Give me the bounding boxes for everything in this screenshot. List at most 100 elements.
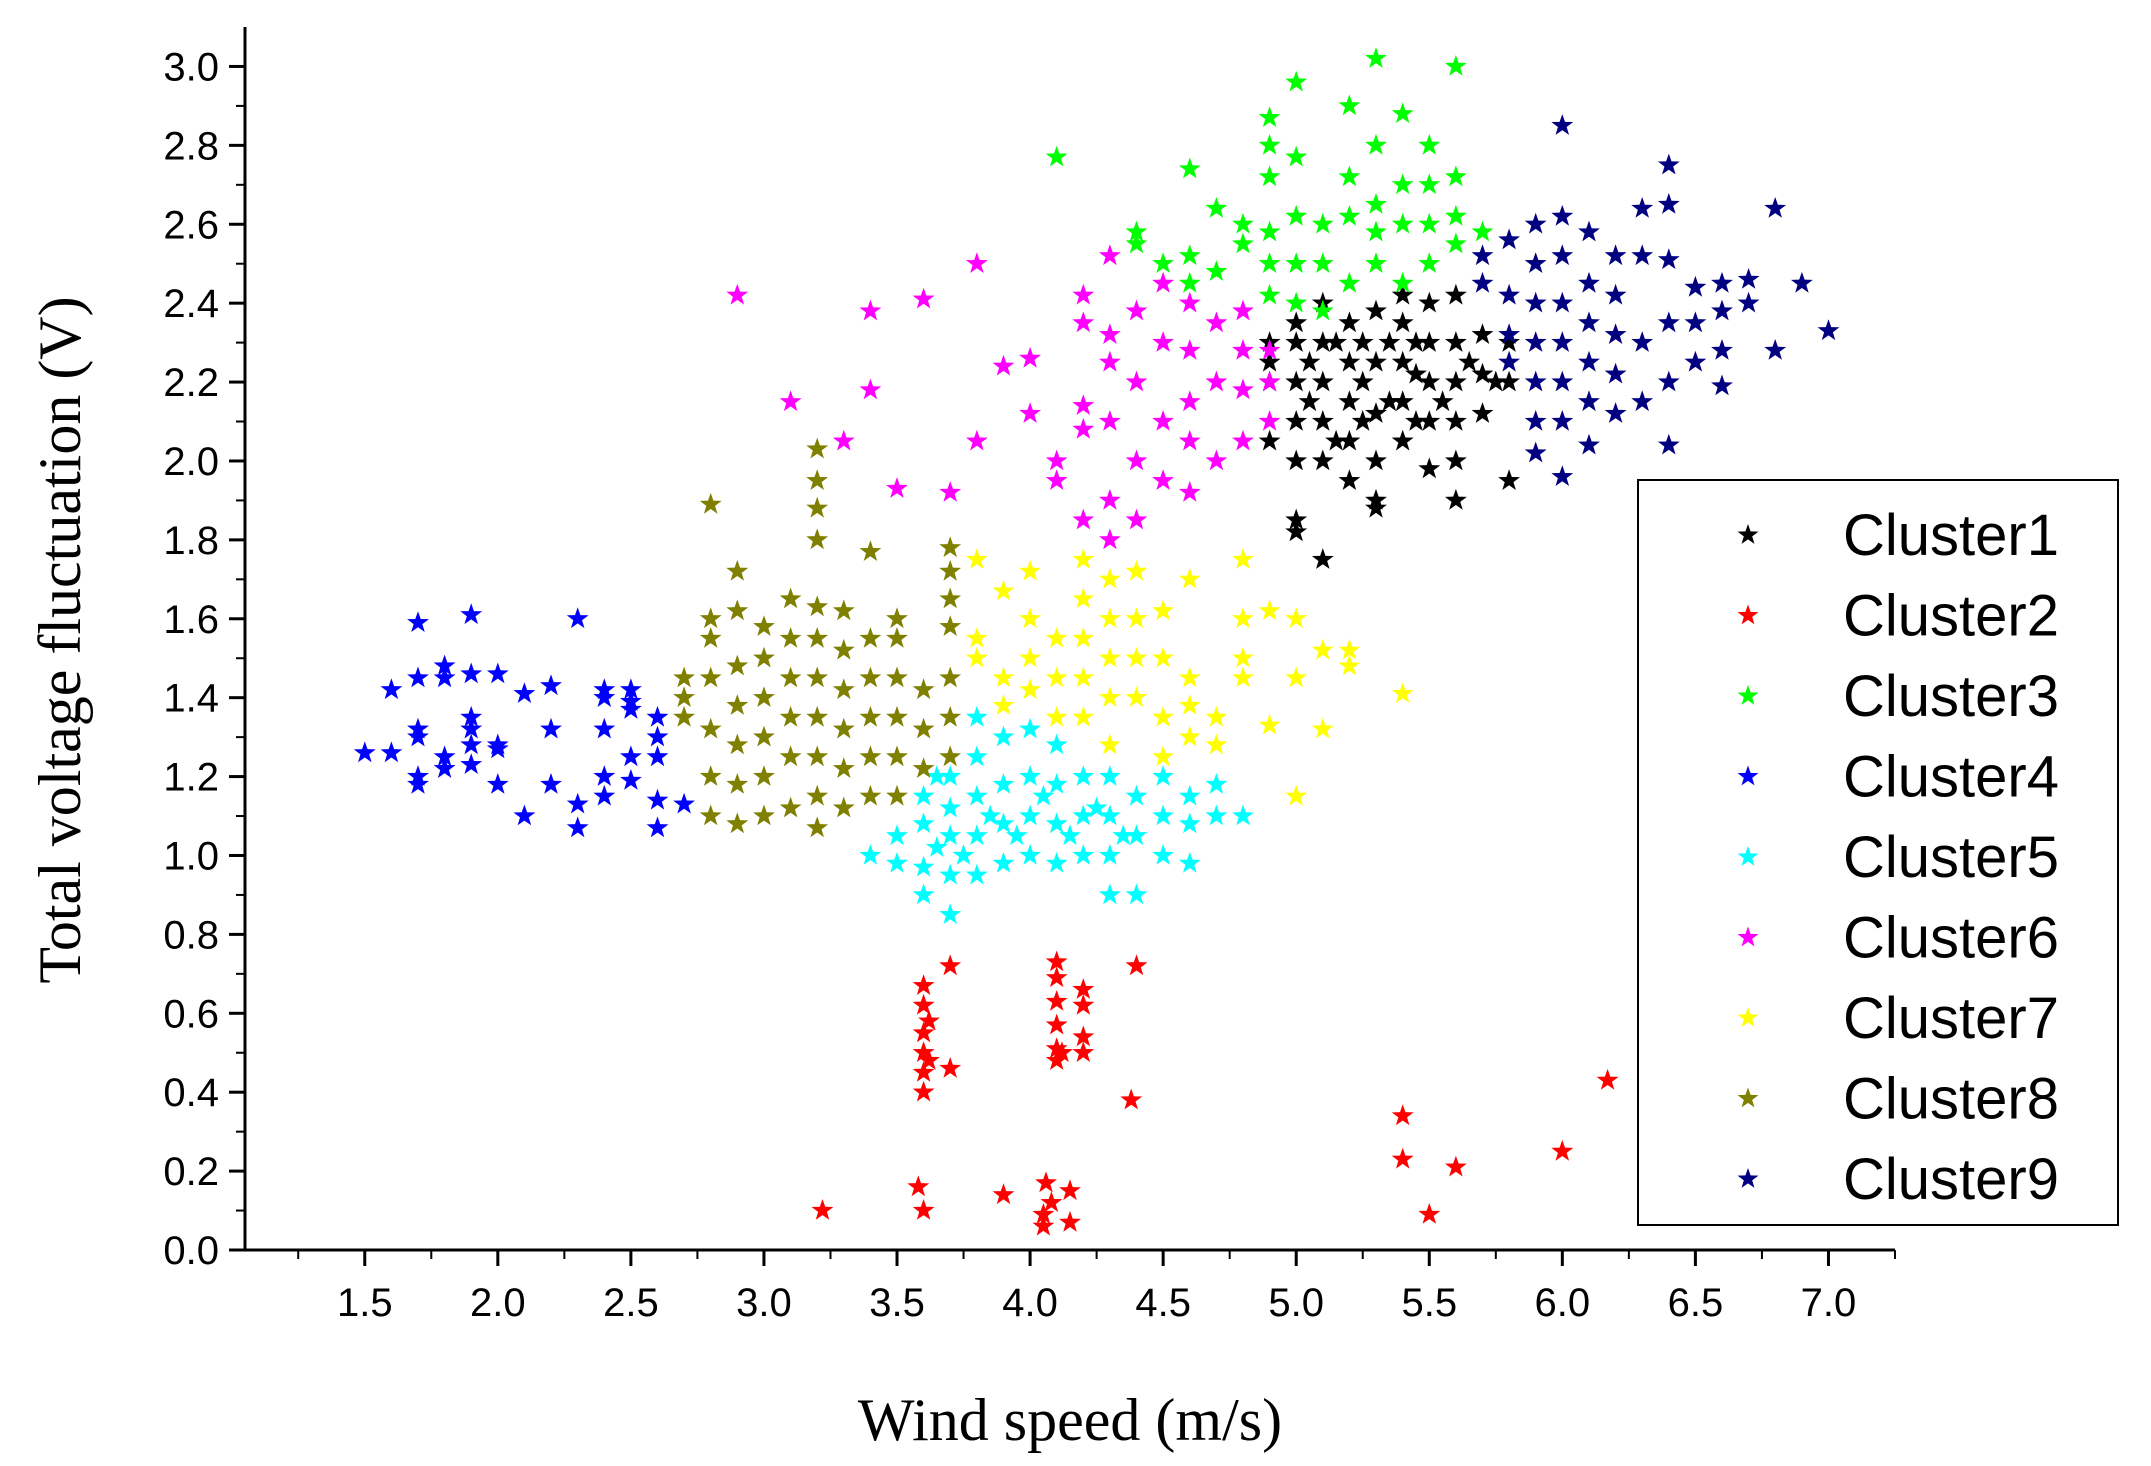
data-point <box>1596 1068 1619 1090</box>
data-point <box>1232 232 1254 254</box>
data-point <box>1072 627 1095 648</box>
data-point <box>1035 1171 1057 1193</box>
data-point <box>1045 773 1068 794</box>
data-point <box>1657 153 1680 175</box>
data-point <box>1285 607 1308 629</box>
x-ticks: 1.5 2.0 2.5 3.0 3.5 4.0 4.5 5.0 5.5 6.0 6.5 7.0 <box>297 1250 1896 1325</box>
data-point <box>1152 646 1175 668</box>
x-tick-label: 3.5 <box>869 1281 925 1325</box>
data-point <box>1338 390 1361 412</box>
data-point <box>726 654 749 676</box>
axes <box>243 27 1895 1252</box>
data-point <box>912 855 935 877</box>
data-point <box>1258 713 1281 735</box>
x-tick-label: 4.5 <box>1135 1281 1191 1325</box>
data-point <box>1285 784 1308 806</box>
data-point <box>939 1057 962 1078</box>
data-point <box>1152 705 1175 727</box>
data-point <box>1684 311 1707 333</box>
data-point <box>1631 390 1654 412</box>
legend-label: Cluster2 <box>1843 584 2059 649</box>
data-point <box>1125 646 1148 668</box>
data-point <box>1418 133 1441 155</box>
data-point <box>1072 417 1095 439</box>
data-point <box>753 804 775 826</box>
data-point <box>886 784 908 806</box>
data-point <box>1152 252 1175 274</box>
y-tick-label: 0.0 <box>163 1229 219 1273</box>
data-point <box>540 717 562 739</box>
data-point <box>1444 165 1467 187</box>
data-point <box>1444 488 1467 510</box>
data-point <box>779 705 802 727</box>
data-point <box>566 607 589 629</box>
data-point <box>1125 686 1148 708</box>
data-point <box>1311 410 1334 431</box>
data-point <box>907 1175 930 1197</box>
data-point <box>1045 666 1068 688</box>
data-point <box>779 587 802 609</box>
legend-label: Cluster9 <box>1843 1147 2059 1212</box>
data-point <box>646 725 669 747</box>
data-point <box>939 796 962 818</box>
data-point <box>1391 212 1414 234</box>
y-tick-label: 2.2 <box>163 361 219 405</box>
data-point <box>1178 157 1201 179</box>
data-point <box>806 784 829 806</box>
y-tick-label: 2.8 <box>163 124 219 168</box>
legend-label: Cluster5 <box>1843 825 2059 890</box>
data-point <box>753 725 775 747</box>
legend-box <box>1637 479 2119 1226</box>
data-point <box>1551 244 1574 266</box>
data-point <box>486 773 509 794</box>
data-point <box>1551 1139 1574 1161</box>
data-point <box>939 666 962 688</box>
data-point <box>912 1199 935 1220</box>
x-tick-label: 5.5 <box>1401 1281 1457 1325</box>
data-point <box>1205 370 1228 392</box>
data-point <box>886 824 908 846</box>
data-point <box>806 469 829 491</box>
data-point <box>811 1199 834 1220</box>
data-point <box>1285 520 1308 542</box>
data-point <box>1338 204 1361 226</box>
data-point <box>992 773 1015 794</box>
data-point <box>1444 449 1467 471</box>
data-point <box>1152 599 1175 621</box>
data-point <box>1298 390 1321 412</box>
data-point <box>859 745 882 767</box>
data-point <box>1378 331 1401 352</box>
data-point <box>1019 717 1042 739</box>
x-tick-label: 2.0 <box>470 1281 526 1325</box>
data-point <box>886 705 908 727</box>
data-point <box>939 587 962 609</box>
data-point <box>1098 607 1121 629</box>
data-point <box>1152 271 1175 293</box>
series-cluster1 <box>1258 283 1521 569</box>
data-point <box>939 536 962 558</box>
data-point <box>1391 350 1414 372</box>
y-tick-label: 2.6 <box>163 203 219 247</box>
data-point <box>925 836 948 857</box>
data-point <box>1551 370 1574 392</box>
data-point <box>673 792 696 814</box>
data-point <box>460 733 483 755</box>
data-point <box>1498 350 1521 372</box>
data-point <box>407 611 429 633</box>
data-point <box>673 705 696 727</box>
data-point <box>1365 449 1387 471</box>
data-point <box>1391 429 1414 451</box>
data-point <box>1125 370 1148 392</box>
data-point <box>859 666 882 688</box>
data-point <box>1604 362 1627 384</box>
data-point <box>965 784 988 806</box>
data-point <box>1178 244 1201 266</box>
data-point <box>952 844 975 865</box>
data-point <box>806 528 829 550</box>
data-point <box>859 784 882 806</box>
data-point <box>1764 197 1787 218</box>
data-point <box>779 796 802 818</box>
data-point <box>1152 844 1175 865</box>
y-tick-label: 2.4 <box>163 282 219 326</box>
data-point <box>1098 733 1121 755</box>
